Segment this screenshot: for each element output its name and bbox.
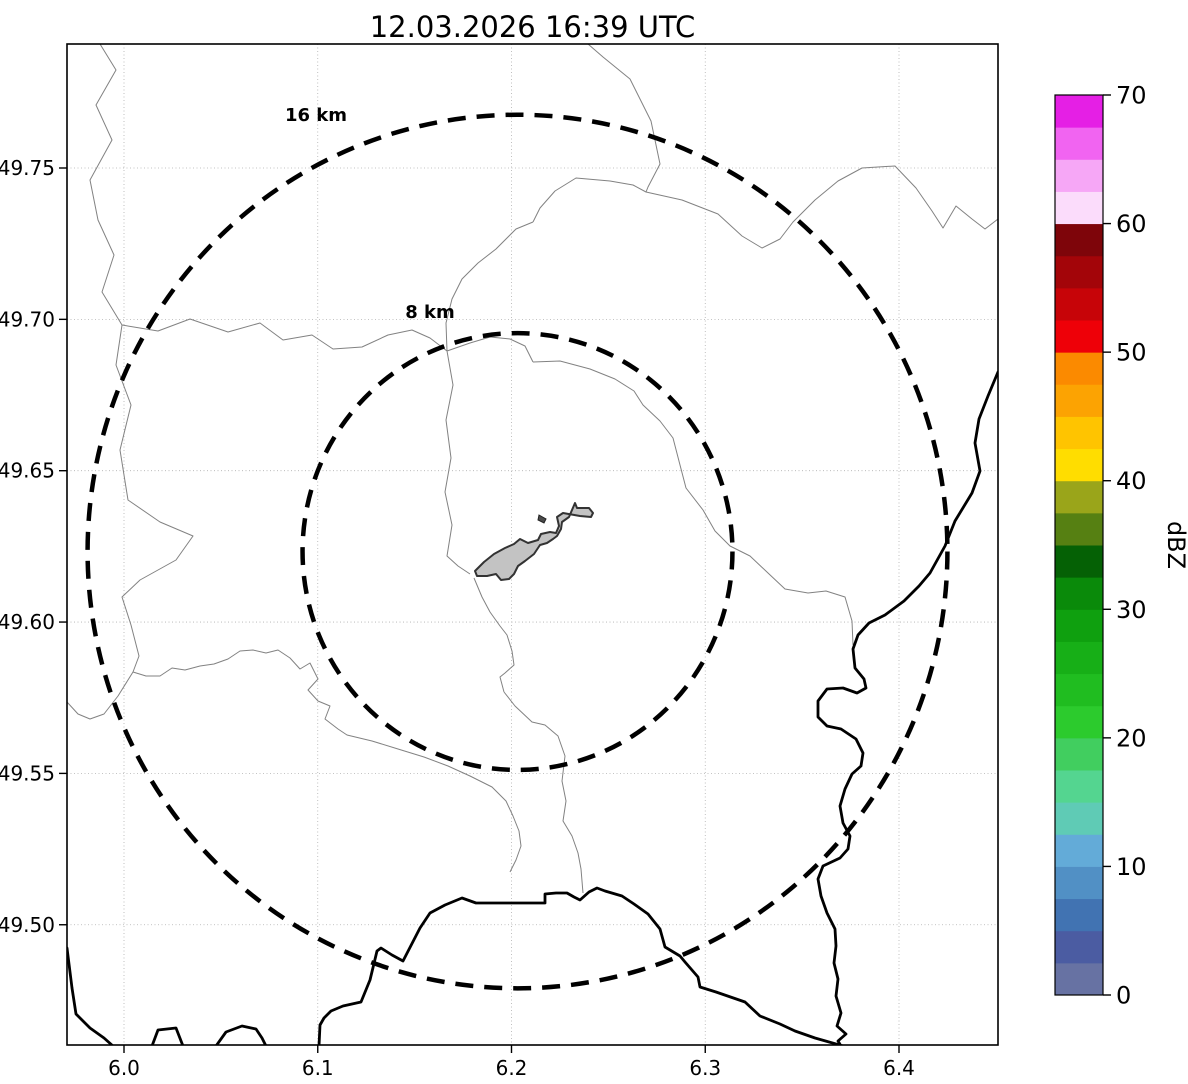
colorbar-tick-label: 0 (1116, 982, 1131, 1010)
boundary-line-sw-arc (67, 649, 522, 873)
boundary-line-north-boundary (587, 44, 998, 249)
x-tick-label: 6.0 (108, 1056, 140, 1080)
plot-frame (66, 43, 999, 1046)
colorbar-axis-label: dBZ (1162, 521, 1188, 569)
y-tick-label: 49.60 (0, 610, 55, 634)
boundary-line-east-link (446, 336, 534, 363)
country-border-south-border-bump-2 (214, 1024, 268, 1045)
colorbar-segment (1055, 609, 1103, 642)
colorbar-segment (1055, 416, 1103, 450)
colorbar-segment (1055, 287, 1103, 321)
colorbar-segment (1055, 641, 1103, 675)
boundary-line-north-boundary-west-spur (532, 177, 647, 223)
country-border-south-border-west-corner (67, 946, 114, 1045)
y-tick-label: 49.70 (0, 307, 55, 331)
colorbar-segment (1055, 191, 1103, 225)
range-ring-label-8km: 8 km (405, 302, 455, 323)
y-tick-label: 49.65 (0, 459, 55, 483)
y-tick-label: 49.75 (0, 156, 55, 180)
city-polygon (474, 502, 594, 581)
boundary-line-city-south-link (473, 577, 515, 693)
colorbar-segment (1055, 384, 1103, 417)
range-ring-8km (300, 330, 735, 773)
colorbar-segment (1055, 255, 1103, 289)
colorbar-tick-label: 40 (1116, 467, 1147, 495)
colorbar-segment (1055, 898, 1103, 932)
colorbar-segment (1055, 95, 1103, 128)
colorbar-segment (1055, 770, 1103, 803)
colorbar-tick-label: 60 (1116, 210, 1147, 238)
range-ring-label-16km: 16 km (285, 105, 347, 126)
colorbar-segment (1055, 320, 1103, 353)
colorbar-segment (1055, 480, 1103, 514)
country-border-south-border-main (317, 886, 844, 1045)
x-tick-label: 6.3 (689, 1056, 721, 1080)
colorbar-segment (1055, 930, 1103, 964)
colorbar-segment (1055, 545, 1103, 578)
colorbar-tick-label: 20 (1116, 724, 1147, 752)
boundary-line-east-boundary-to-border (532, 360, 854, 646)
x-tick-label: 6.2 (496, 1056, 528, 1080)
colorbar-segment (1055, 127, 1103, 160)
colorbar-tick-label: 70 (1116, 82, 1147, 110)
colorbar-segment (1055, 802, 1103, 835)
boundary-line-ne-diagonal (445, 221, 534, 352)
boundary-line-city-se-boundary (503, 691, 584, 894)
boundary-line-nw-meander (89, 44, 194, 673)
boundary-line-descender-to-city (444, 350, 471, 575)
colorbar-segment (1055, 223, 1103, 257)
plot-title: 12.03.2026 16:39 UTC (370, 10, 696, 44)
colorbar-segment (1055, 962, 1103, 996)
colorbar-segment (1055, 512, 1103, 546)
map-layer (67, 44, 998, 1045)
boundary-line-west-east-wavy (121, 318, 448, 352)
colorbar-segment (1055, 448, 1103, 482)
colorbar-segment (1055, 577, 1103, 610)
y-tick-label: 49.55 (0, 761, 55, 785)
colorbar-segment (1055, 834, 1103, 867)
colorbar-segment (1055, 866, 1103, 900)
city-inner-notch (537, 514, 547, 524)
colorbar-segment (1055, 159, 1103, 192)
colorbar-segment (1055, 737, 1103, 771)
country-border-south-border-bump-1 (150, 1026, 185, 1045)
colorbar-tick-label: 30 (1116, 596, 1147, 624)
colorbar-frame (1054, 94, 1104, 996)
colorbar-tick-label: 10 (1116, 853, 1147, 881)
y-tick-label: 49.50 (0, 913, 55, 937)
x-tick-label: 6.4 (883, 1056, 915, 1080)
x-tick-label: 6.1 (302, 1056, 334, 1080)
range-ring-16km (85, 112, 950, 991)
country-border-moselle-border (816, 370, 998, 1045)
colorbar-segment (1055, 705, 1103, 739)
colorbar-segment (1055, 673, 1103, 707)
colorbar-tick-label: 50 (1116, 339, 1147, 367)
colorbar-segment (1055, 352, 1103, 385)
